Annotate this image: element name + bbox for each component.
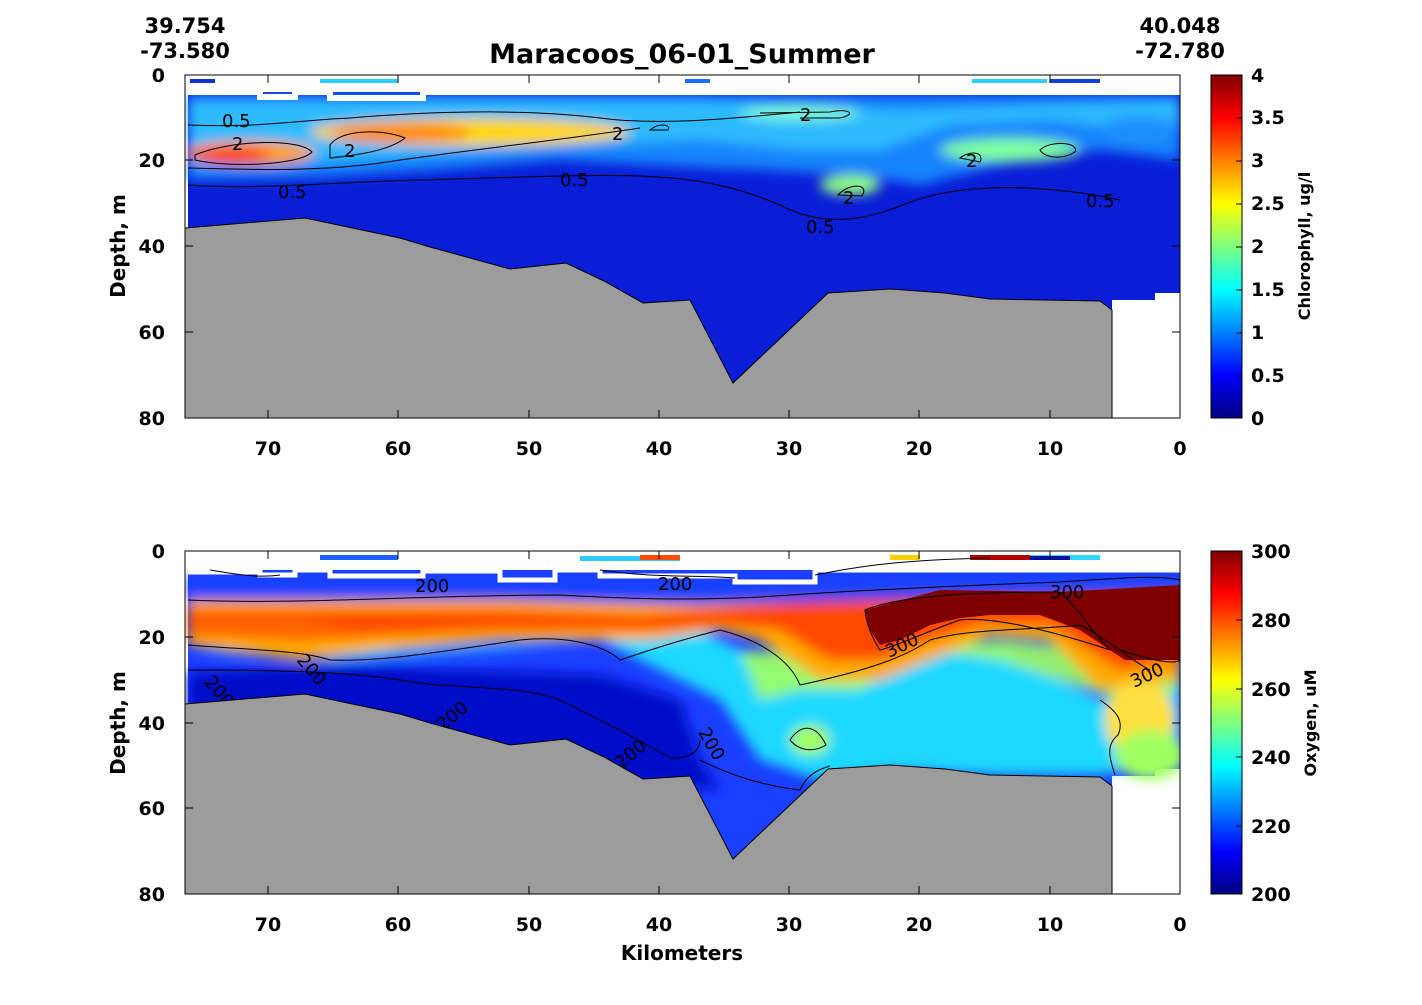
y-tick-label: 0 <box>152 541 165 563</box>
y-tick-label: 0 <box>152 65 165 87</box>
colorbar-tick-label: 240 <box>1251 747 1291 769</box>
start-lon: -73.580 <box>140 39 230 63</box>
colorbar-tick-label: 4 <box>1251 65 1264 87</box>
oxygen-panel: 200 200 200 200 200 200 200 300 300 300 <box>185 551 1180 894</box>
x-tick-label: 40 <box>646 914 672 936</box>
colorbar-tick-label: 280 <box>1251 610 1291 632</box>
colorbar-tick-label: 260 <box>1251 679 1291 701</box>
oxygen-x-tick-labels: 70 60 50 40 30 20 10 0 <box>255 914 1187 936</box>
x-tick-label: 70 <box>255 914 281 936</box>
colorbar-tick-label: 300 <box>1251 541 1291 563</box>
seafloor <box>185 217 1113 418</box>
y-tick-label: 60 <box>139 798 165 820</box>
oxygen-colorbar-label: Oxygen, uM <box>1301 669 1320 776</box>
contour-label: 0.5 <box>806 217 835 238</box>
contour-label: 2 <box>800 105 811 126</box>
x-tick-label: 50 <box>516 914 542 936</box>
x-tick-label: 30 <box>776 438 802 460</box>
colorbar-tick-label: 3 <box>1251 150 1264 172</box>
chart-title: Maracoos_06-01_Summer <box>489 39 875 70</box>
colorbar-tick-label: 0.5 <box>1251 365 1285 387</box>
contour-label: 0.5 <box>278 182 307 203</box>
colorbar-tick-label: 1.5 <box>1251 279 1285 301</box>
contour-label: 2 <box>232 134 243 155</box>
x-tick-label: 10 <box>1037 914 1063 936</box>
x-tick-label: 30 <box>776 914 802 936</box>
y-tick-label: 20 <box>139 627 165 649</box>
colorbar-tick-label: 200 <box>1251 884 1291 906</box>
y-tick-label: 20 <box>139 150 165 172</box>
oxygen-colorbar: 200 220 240 260 280 300 Oxygen, uM <box>1210 541 1320 906</box>
chlorophyll-colorbar: 0 0.5 1 1.5 2 2.5 3 3.5 4 Chlorophyll, u… <box>1210 65 1314 430</box>
x-tick-label: 70 <box>255 438 281 460</box>
oxygen-y-axis-label: Depth, m <box>106 671 130 775</box>
contour-label: 0.5 <box>560 170 589 191</box>
contour-label: 2 <box>966 151 977 172</box>
x-tick-label: 60 <box>385 438 411 460</box>
y-tick-label: 60 <box>139 322 165 344</box>
y-tick-label: 80 <box>139 884 165 906</box>
contour-label: 2 <box>843 188 854 209</box>
contour-label: 2 <box>612 124 623 145</box>
contour-label: 200 <box>415 576 449 597</box>
x-tick-label: 10 <box>1037 438 1063 460</box>
x-tick-label: 20 <box>906 914 932 936</box>
x-tick-label: 60 <box>385 914 411 936</box>
x-tick-label: 20 <box>906 438 932 460</box>
x-tick-label: 0 <box>1173 914 1186 936</box>
start-lat: 39.754 <box>144 14 225 38</box>
y-tick-label: 40 <box>139 236 165 258</box>
colorbar-tick-label: 2.5 <box>1251 193 1285 215</box>
chlorophyll-contour-labels: 0.5 2 2 0.5 0.5 2 2 2 0.5 2 0.5 <box>222 105 1115 238</box>
contour-label: 300 <box>1050 582 1084 603</box>
chlorophyll-x-tick-labels: 70 60 50 40 30 20 10 0 <box>255 438 1187 460</box>
y-tick-label: 80 <box>139 408 165 430</box>
colorbar-tick-label: 1 <box>1251 322 1264 344</box>
seafloor <box>185 693 1113 894</box>
chlorophyll-x-ticks <box>185 75 1181 418</box>
y-tick-label: 40 <box>139 713 165 735</box>
colorbar-tick-label: 220 <box>1251 816 1291 838</box>
colorbar-tick-label: 0 <box>1251 408 1264 430</box>
oxygen-x-ticks <box>185 551 1181 894</box>
end-lon: -72.780 <box>1135 39 1225 63</box>
chlorophyll-panel: 0.5 2 2 0.5 0.5 2 2 2 0.5 2 0.5 <box>185 75 1180 418</box>
chlorophyll-y-tick-labels: 0 20 40 60 80 <box>139 65 165 430</box>
contour-label: 2 <box>344 141 355 162</box>
colorbar-tick-label: 2 <box>1251 236 1264 258</box>
contour-label: 0.5 <box>222 111 251 132</box>
contour-label: 200 <box>658 574 692 595</box>
colorbar-tick-label: 3.5 <box>1251 107 1285 129</box>
end-lat: 40.048 <box>1139 14 1220 38</box>
x-tick-label: 40 <box>646 438 672 460</box>
oxygen-y-tick-labels: 0 20 40 60 80 <box>139 541 165 906</box>
chlorophyll-y-axis-label: Depth, m <box>106 194 130 298</box>
x-tick-label: 0 <box>1173 438 1186 460</box>
chlorophyll-colorbar-label: Chlorophyll, ug/l <box>1295 172 1314 321</box>
contour-label: 0.5 <box>1086 191 1115 212</box>
x-tick-label: 50 <box>516 438 542 460</box>
x-axis-label: Kilometers <box>621 941 743 965</box>
